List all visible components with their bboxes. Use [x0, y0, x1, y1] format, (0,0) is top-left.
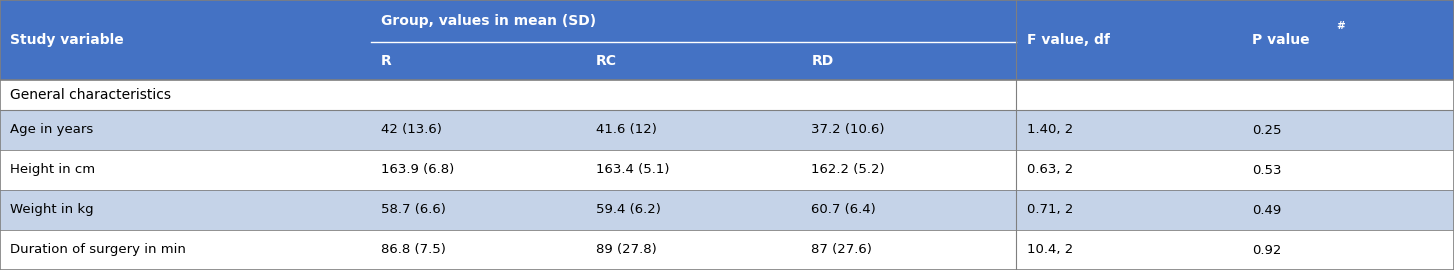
- Bar: [586, 190, 801, 230]
- Bar: [1242, 190, 1454, 230]
- Bar: [0, 230, 371, 270]
- Bar: [801, 42, 1016, 80]
- Bar: [586, 42, 801, 80]
- Text: 0.71, 2: 0.71, 2: [1027, 204, 1073, 217]
- Text: Age in years: Age in years: [10, 123, 93, 137]
- Bar: [1242, 150, 1454, 190]
- Text: Group, values in mean (SD): Group, values in mean (SD): [381, 14, 596, 28]
- Text: Study variable: Study variable: [10, 33, 124, 47]
- Text: 1.40, 2: 1.40, 2: [1027, 123, 1073, 137]
- Bar: [0, 0, 371, 80]
- Text: 42 (13.6): 42 (13.6): [381, 123, 442, 137]
- Text: 87 (27.6): 87 (27.6): [811, 244, 872, 256]
- Text: 59.4 (6.2): 59.4 (6.2): [596, 204, 662, 217]
- Text: 0.53: 0.53: [1252, 164, 1281, 177]
- Bar: [586, 150, 801, 190]
- Bar: [586, 110, 801, 150]
- Text: 10.4, 2: 10.4, 2: [1027, 244, 1073, 256]
- Text: RC: RC: [596, 54, 616, 68]
- Bar: [0, 150, 371, 190]
- Text: 86.8 (7.5): 86.8 (7.5): [381, 244, 446, 256]
- Bar: [1016, 110, 1242, 150]
- Bar: [371, 150, 586, 190]
- Text: Height in cm: Height in cm: [10, 164, 96, 177]
- Bar: [371, 42, 586, 80]
- Bar: [1016, 150, 1242, 190]
- Bar: [371, 110, 586, 150]
- Text: 163.9 (6.8): 163.9 (6.8): [381, 164, 454, 177]
- Bar: [371, 230, 586, 270]
- Text: General characteristics: General characteristics: [10, 88, 172, 102]
- Text: 41.6 (12): 41.6 (12): [596, 123, 657, 137]
- Bar: [371, 190, 586, 230]
- Bar: [0, 110, 371, 150]
- Text: 37.2 (10.6): 37.2 (10.6): [811, 123, 885, 137]
- Text: F value, df: F value, df: [1027, 33, 1109, 47]
- Bar: [1016, 0, 1242, 80]
- Text: 0.63, 2: 0.63, 2: [1027, 164, 1073, 177]
- Text: RD: RD: [811, 54, 833, 68]
- Bar: [1242, 0, 1454, 80]
- Text: #: #: [1336, 21, 1345, 31]
- Text: 60.7 (6.4): 60.7 (6.4): [811, 204, 877, 217]
- Bar: [801, 110, 1016, 150]
- Bar: [1242, 230, 1454, 270]
- Bar: [0, 80, 1454, 110]
- Bar: [586, 230, 801, 270]
- Text: 163.4 (5.1): 163.4 (5.1): [596, 164, 670, 177]
- Bar: [1016, 230, 1242, 270]
- Bar: [0, 190, 371, 230]
- Bar: [801, 150, 1016, 190]
- Bar: [1016, 190, 1242, 230]
- Text: Duration of surgery in min: Duration of surgery in min: [10, 244, 186, 256]
- Text: R: R: [381, 54, 391, 68]
- Text: Weight in kg: Weight in kg: [10, 204, 95, 217]
- Bar: [371, 0, 1016, 42]
- Bar: [801, 230, 1016, 270]
- Text: P value: P value: [1252, 33, 1310, 47]
- Text: 162.2 (5.2): 162.2 (5.2): [811, 164, 885, 177]
- Text: 89 (27.8): 89 (27.8): [596, 244, 657, 256]
- Bar: [801, 190, 1016, 230]
- Text: 0.25: 0.25: [1252, 123, 1281, 137]
- Text: 0.49: 0.49: [1252, 204, 1281, 217]
- Text: 58.7 (6.6): 58.7 (6.6): [381, 204, 446, 217]
- Text: 0.92: 0.92: [1252, 244, 1281, 256]
- Bar: [1242, 110, 1454, 150]
